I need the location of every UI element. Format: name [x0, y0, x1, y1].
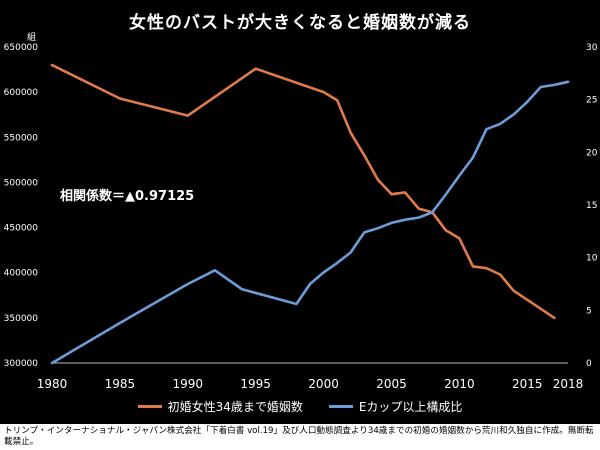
- x-axis-tick-label: 2005: [376, 377, 407, 391]
- line-chart: 300000 350000 400000 450000 500000 550000 6000…: [4, 43, 598, 391]
- left-axis-tick-label: 500000: [4, 178, 39, 188]
- source-note: トリンプ・インターナショナル・ジャパン株式会社「下着白書 vol.19」及び人口…: [4, 426, 594, 447]
- correlation-annotation: 相関係数＝▲0.97125: [60, 189, 195, 204]
- right-axis-tick-label: 0: [586, 359, 592, 369]
- right-axis-tick-label: 10: [586, 254, 598, 264]
- left-axis-tick-label: 550000: [4, 133, 39, 143]
- legend-item-marriages: 初婚女性34歳まで婚姻数: [137, 398, 303, 415]
- right-axis-tick-label: 5: [586, 306, 592, 316]
- legend: 初婚女性34歳まで婚姻数 Eカップ以上構成比: [0, 398, 600, 415]
- legend-label-marriages: 初婚女性34歳まで婚姻数: [167, 400, 303, 414]
- x-axis-tick-label: 2015: [512, 377, 543, 391]
- chart-title: 女性のバストが大きくなると婚姻数が減る: [129, 13, 471, 33]
- left-axis-tick-label: 650000: [4, 43, 39, 53]
- series-line-marriages: [50, 63, 556, 320]
- x-axis-tick-label: 1980: [37, 377, 68, 391]
- right-axis-tick-label: 30: [586, 43, 598, 53]
- left-axis-tick-label: 600000: [4, 88, 39, 98]
- right-axis-tick-label: 20: [586, 148, 598, 158]
- right-axis-tick-label: 15: [586, 201, 597, 211]
- right-axis-tick-label: 25: [586, 96, 597, 106]
- left-axis-unit: 組: [27, 33, 37, 43]
- x-axis-tick-label: 1995: [240, 377, 271, 391]
- left-axis-tick-label: 300000: [4, 359, 39, 369]
- legend-swatch-cup-ratio: [328, 405, 353, 408]
- legend-swatch-marriages: [137, 405, 162, 408]
- x-axis-tick-label: 2000: [308, 377, 339, 391]
- left-axis-tick-label: 400000: [4, 269, 39, 279]
- chart-panel: 300000 350000 400000 450000 500000 550000 6000…: [0, 0, 600, 424]
- x-axis-tick-label: 1985: [105, 377, 136, 391]
- left-axis-tick-label: 450000: [4, 224, 39, 234]
- x-axis-tick-label: 2018: [553, 377, 584, 391]
- legend-item-cup-ratio: Eカップ以上構成比: [328, 398, 463, 415]
- legend-label-cup-ratio: Eカップ以上構成比: [358, 400, 463, 414]
- left-axis-tick-label: 350000: [4, 314, 39, 324]
- x-axis-tick-label: 2010: [444, 377, 475, 391]
- x-axis-tick-label: 1990: [173, 377, 204, 391]
- series-line-cup-ratio: [50, 80, 570, 365]
